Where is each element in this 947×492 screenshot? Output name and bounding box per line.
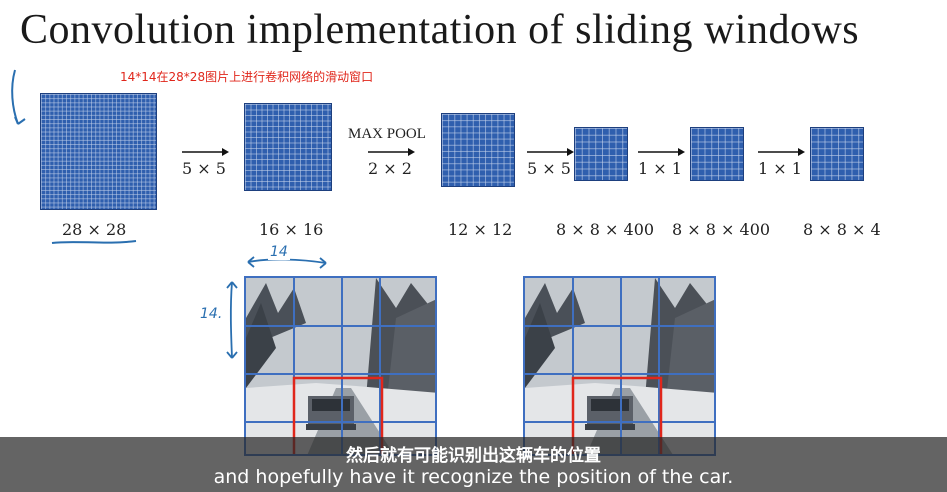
layer-label-8x8x4: 8 × 8 × 4: [803, 220, 881, 239]
handwritten-arrow-icon: [11, 69, 26, 125]
layer-label-8x8x400-a: 8 × 8 × 400: [556, 220, 655, 239]
subtitle-chinese: 然后就有可能识别出这辆车的位置: [346, 446, 601, 466]
road-photo-right: [523, 276, 716, 456]
right-arrow-icon: [632, 145, 688, 159]
op-label: 5 × 5: [182, 159, 226, 178]
layer-block-12x12: [441, 113, 515, 187]
right-arrow-icon: [362, 145, 418, 159]
op-label: 5 × 5: [527, 159, 571, 178]
op-label: 1 × 1: [758, 159, 802, 178]
layer-block-8x8x4: [810, 127, 864, 181]
height-bracket-mark: [226, 281, 238, 359]
layer-label-8x8x400-b: 8 × 8 × 400: [672, 220, 771, 239]
snowy-road-image: [246, 278, 435, 454]
right-arrow-icon: [521, 145, 577, 159]
op-maxpool-2x2: 2 × 2: [362, 145, 418, 178]
width-annotation: 14: [268, 244, 290, 260]
road-photo-left: [244, 276, 437, 456]
op-conv-1x1: 1 × 1: [632, 145, 688, 178]
layer-block-16x16: [244, 103, 332, 191]
subtitle-english: and hopefully have it recognize the posi…: [213, 466, 734, 488]
right-arrow-icon: [176, 145, 232, 159]
op-label: 2 × 2: [368, 159, 412, 178]
slide-title: Convolution implementation of sliding wi…: [20, 7, 860, 53]
layer-block-8x8x400-b: [690, 127, 744, 181]
layer-label-12x12: 12 × 12: [448, 220, 513, 239]
snowy-road-image: [525, 278, 714, 454]
op-conv-1x1-second: 1 × 1: [752, 145, 808, 178]
subtitle-bar: [0, 437, 947, 492]
layer-label-28x28: 28 × 28: [62, 220, 127, 239]
layer-block-8x8x400-a: [574, 127, 628, 181]
height-annotation: 14.: [200, 306, 223, 322]
right-arrow-icon: [752, 145, 808, 159]
layer-block-28x28: [40, 93, 157, 210]
op-conv-5x5-second: 5 × 5: [521, 145, 577, 178]
layer-label-16x16: 16 × 16: [259, 220, 324, 239]
op-conv-5x5: 5 × 5: [176, 145, 232, 178]
underline-mark: [51, 240, 137, 244]
maxpool-label: MAX POOL: [348, 126, 426, 142]
op-label: 1 × 1: [638, 159, 682, 178]
handwritten-note: 14*14在28*28图片上进行卷积网络的滑动窗口: [120, 70, 374, 84]
